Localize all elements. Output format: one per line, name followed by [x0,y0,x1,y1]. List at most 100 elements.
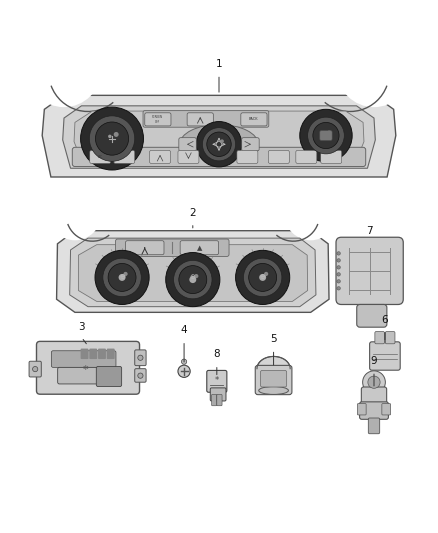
Circle shape [327,130,331,134]
Circle shape [244,258,282,297]
Circle shape [313,123,339,149]
Text: 4: 4 [181,326,187,335]
Circle shape [189,276,196,283]
FancyBboxPatch shape [357,403,366,415]
Circle shape [368,376,380,389]
Circle shape [179,265,207,294]
FancyBboxPatch shape [320,131,332,140]
Text: ▲: ▲ [197,245,202,251]
Circle shape [166,253,220,306]
Circle shape [236,251,290,304]
FancyBboxPatch shape [150,150,170,164]
Circle shape [178,365,190,377]
Circle shape [49,188,101,240]
FancyBboxPatch shape [114,150,135,164]
FancyBboxPatch shape [296,150,317,164]
FancyBboxPatch shape [207,370,227,392]
Text: 3: 3 [78,322,85,332]
FancyBboxPatch shape [58,367,102,384]
FancyBboxPatch shape [357,304,387,327]
FancyBboxPatch shape [135,369,146,382]
Text: 7: 7 [366,226,373,236]
FancyBboxPatch shape [90,150,111,164]
Circle shape [337,280,340,283]
FancyBboxPatch shape [361,387,387,408]
FancyBboxPatch shape [72,147,366,166]
Circle shape [138,355,143,360]
Text: ⊕: ⊕ [119,274,125,280]
Circle shape [207,132,231,157]
Polygon shape [42,95,396,177]
Ellipse shape [180,125,258,164]
Text: ⊕: ⊕ [190,274,196,280]
Circle shape [173,261,212,299]
FancyBboxPatch shape [116,239,229,256]
FancyBboxPatch shape [242,138,259,151]
FancyBboxPatch shape [179,138,196,151]
Circle shape [119,274,126,281]
Circle shape [27,33,101,107]
Circle shape [108,135,112,138]
Circle shape [95,122,129,155]
Circle shape [249,263,277,292]
FancyBboxPatch shape [107,349,115,359]
Polygon shape [74,111,364,164]
FancyBboxPatch shape [98,349,106,359]
FancyBboxPatch shape [36,341,140,394]
FancyBboxPatch shape [29,361,41,377]
Polygon shape [57,231,329,312]
Circle shape [285,188,337,240]
FancyBboxPatch shape [370,342,400,370]
Circle shape [138,373,143,378]
FancyBboxPatch shape [135,350,146,366]
FancyBboxPatch shape [145,113,171,126]
Circle shape [337,33,411,107]
FancyBboxPatch shape [212,394,217,406]
Circle shape [95,251,149,304]
FancyBboxPatch shape [96,367,122,386]
Circle shape [124,272,127,276]
Circle shape [114,132,119,137]
FancyBboxPatch shape [180,241,219,255]
Circle shape [337,265,340,269]
Circle shape [89,116,135,161]
Circle shape [181,359,187,364]
FancyBboxPatch shape [261,370,287,387]
Text: SCREEN
OFF: SCREEN OFF [152,115,163,124]
Text: 5: 5 [270,334,277,344]
FancyBboxPatch shape [126,241,164,255]
FancyBboxPatch shape [375,332,385,344]
Text: *: * [215,376,219,385]
Ellipse shape [259,386,288,394]
Polygon shape [63,106,375,168]
FancyBboxPatch shape [336,237,403,304]
Circle shape [259,274,266,281]
FancyBboxPatch shape [210,388,226,401]
Circle shape [264,272,268,276]
Circle shape [32,367,38,372]
Circle shape [337,287,340,290]
Text: 8: 8 [213,350,220,359]
FancyBboxPatch shape [89,349,97,359]
Circle shape [108,263,136,292]
Circle shape [103,258,141,297]
Text: ⊕: ⊕ [260,274,265,280]
Circle shape [337,252,340,255]
Text: BACK: BACK [249,117,259,122]
Circle shape [337,272,340,276]
FancyBboxPatch shape [255,366,292,394]
Polygon shape [78,245,307,302]
Circle shape [194,274,198,278]
Circle shape [307,117,344,154]
FancyBboxPatch shape [321,150,342,164]
FancyBboxPatch shape [241,113,267,126]
Text: 6: 6 [381,314,388,325]
Text: *: * [83,366,88,375]
FancyBboxPatch shape [143,111,269,127]
FancyBboxPatch shape [187,113,213,126]
FancyBboxPatch shape [237,150,258,164]
Circle shape [300,109,352,161]
Circle shape [363,371,385,393]
FancyBboxPatch shape [382,403,391,415]
Circle shape [220,139,224,143]
